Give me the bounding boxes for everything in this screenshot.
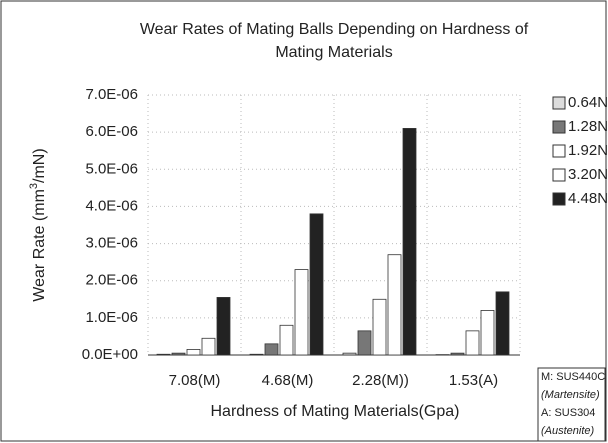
legend-swatch	[552, 120, 566, 134]
legend-label: 1.92N	[568, 142, 608, 159]
y-tick-label: 3.0E-06	[85, 235, 138, 252]
note-box	[537, 367, 606, 442]
y-tick-label: 0.0E+00	[82, 346, 138, 363]
y-tick-label: 2.0E-06	[85, 272, 138, 289]
x-tick-label: 7.08(M)	[169, 372, 221, 389]
y-label-sup: 3	[28, 183, 40, 189]
chart-title: Mating Materials	[275, 44, 392, 61]
y-tick-label: 4.0E-06	[85, 197, 138, 214]
x-axis-label: Hardness of Mating Materials(Gpa)	[211, 403, 460, 420]
legend-swatch	[552, 144, 566, 158]
bar	[342, 352, 357, 356]
x-tick-label: 4.68(M)	[262, 372, 314, 389]
y-tick-label: 7.0E-06	[85, 86, 138, 103]
bar	[186, 349, 201, 356]
y-label-tail: /mN)	[31, 148, 48, 183]
legend-label: 0.64N	[568, 94, 608, 111]
bar	[216, 297, 231, 356]
x-tick-label: 2.28(M))	[352, 372, 409, 389]
bar	[294, 269, 309, 356]
bar	[201, 337, 216, 356]
bar	[480, 310, 495, 356]
legend-label: 3.20N	[568, 166, 608, 183]
bar	[402, 128, 417, 356]
bar	[249, 353, 264, 356]
chart-title: Wear Rates of Mating Balls Depending on …	[140, 21, 529, 38]
y-tick-label: 1.0E-06	[85, 309, 138, 326]
y-tick-label: 6.0E-06	[85, 123, 138, 140]
note-text: A: SUS304	[541, 407, 595, 419]
legend-swatch	[552, 168, 566, 182]
x-tick-label: 1.53(A)	[449, 372, 498, 389]
bar	[357, 330, 372, 356]
note-text: (Austenite)	[541, 425, 595, 437]
bar	[156, 353, 171, 356]
bar	[495, 291, 510, 356]
y-axis-label: Wear Rate (mm3/mN)	[28, 148, 48, 301]
y-tick-label: 5.0E-06	[85, 160, 138, 177]
legend-label: 1.28N	[568, 118, 608, 135]
bar	[264, 343, 279, 356]
bar	[465, 330, 480, 356]
bar	[279, 324, 294, 356]
bar	[372, 298, 387, 356]
bar	[387, 254, 402, 356]
legend-swatch	[552, 192, 566, 206]
legend-swatch	[552, 96, 566, 110]
bar	[171, 352, 186, 356]
bar	[309, 213, 324, 356]
legend-label: 4.48N	[568, 190, 608, 207]
note-text: (Martensite)	[541, 389, 600, 401]
note-text: M: SUS440C	[541, 371, 605, 383]
bar	[450, 352, 465, 356]
y-label-text: Wear Rate (mm	[31, 189, 48, 302]
